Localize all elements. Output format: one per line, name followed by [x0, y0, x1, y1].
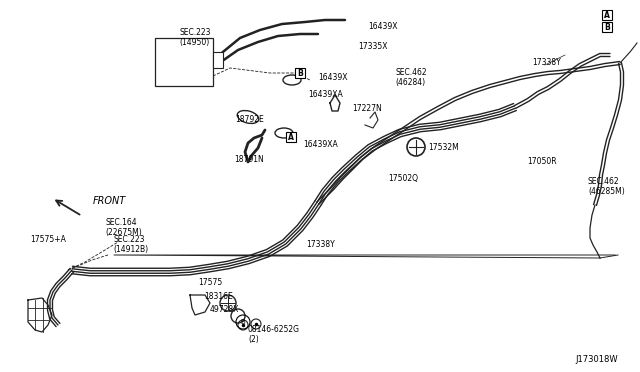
Text: A: A: [604, 10, 610, 19]
Bar: [213, 52, 223, 68]
Text: 17050R: 17050R: [527, 157, 557, 166]
Text: SEC.462
(46285M): SEC.462 (46285M): [588, 177, 625, 196]
Text: 16439X: 16439X: [318, 73, 348, 82]
Text: B: B: [241, 319, 245, 325]
Text: J173018W: J173018W: [575, 355, 618, 364]
Text: 17575: 17575: [198, 278, 222, 287]
Bar: [602, 10, 612, 20]
Text: 17338Y: 17338Y: [532, 58, 561, 67]
Bar: [286, 132, 296, 142]
Bar: [602, 22, 612, 32]
Text: 16439XA: 16439XA: [303, 140, 338, 149]
Text: 17338Y: 17338Y: [306, 240, 335, 249]
Text: 49728X: 49728X: [210, 305, 239, 314]
Text: SEC.462
(46284): SEC.462 (46284): [395, 68, 427, 87]
Text: A: A: [288, 132, 294, 141]
Text: 17335X: 17335X: [358, 42, 387, 51]
Text: SEC.223
(14950): SEC.223 (14950): [179, 28, 211, 47]
Text: 17502Q: 17502Q: [388, 174, 418, 183]
Text: 18316E: 18316E: [204, 292, 233, 301]
Bar: [155, 38, 213, 86]
Text: 08146-6252G
(2): 08146-6252G (2): [248, 325, 300, 344]
Text: 16439X: 16439X: [368, 22, 397, 31]
Text: 17532M: 17532M: [428, 143, 459, 152]
Bar: [295, 68, 305, 78]
Text: SEC.164
(22675M): SEC.164 (22675M): [105, 218, 141, 237]
Text: 16439XA: 16439XA: [308, 90, 343, 99]
Text: 18791N: 18791N: [234, 155, 264, 164]
Text: B: B: [604, 22, 610, 32]
Text: B: B: [297, 68, 303, 77]
Text: 18792E: 18792E: [235, 115, 264, 124]
Text: 17227N: 17227N: [352, 104, 381, 113]
Text: FRONT: FRONT: [93, 196, 126, 206]
Text: 17575+A: 17575+A: [30, 235, 66, 244]
Text: SEC.223
(14912B): SEC.223 (14912B): [113, 235, 148, 254]
